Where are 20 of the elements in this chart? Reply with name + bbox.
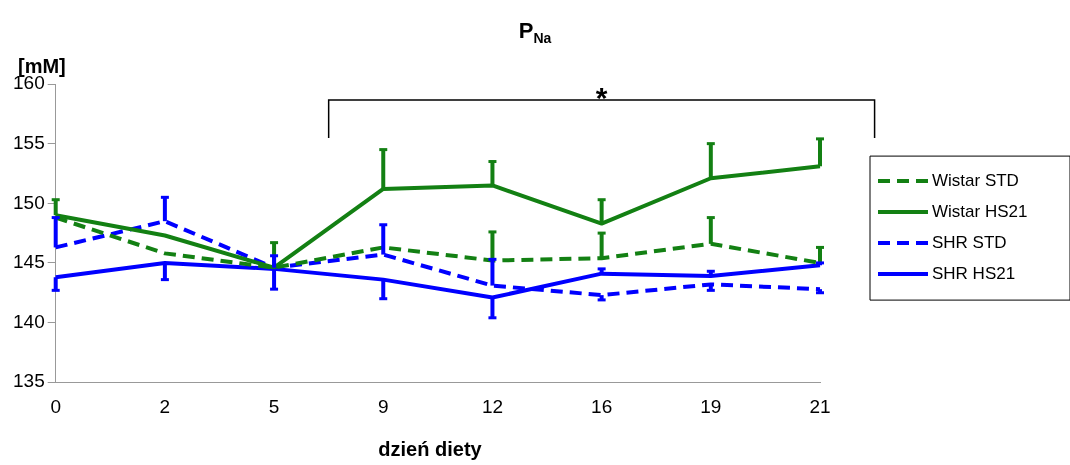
legend-label: Wistar STD [932, 170, 1019, 190]
annotation: * [595, 81, 608, 114]
legend-label: Wistar HS21 [932, 201, 1028, 221]
x-tick-label: 0 [50, 395, 61, 417]
x-tick-label: 5 [268, 395, 280, 417]
x-axis-title: dzień diety [377, 438, 483, 461]
x-tick-label: 19 [700, 395, 722, 417]
x-tick-label: 16 [591, 395, 613, 417]
chart-title: P$_{Na}$ [517, 18, 553, 47]
y-tick-label: 145 [13, 251, 45, 273]
y-tick-label: 150 [13, 191, 45, 213]
x-tick-label: 9 [377, 395, 389, 417]
y-tick-label: 155 [13, 131, 45, 153]
legend-label: SHR HS21 [932, 263, 1016, 283]
x-tick-label: 2 [159, 395, 171, 417]
x-tick-label: 12 [481, 395, 504, 417]
legend-label: SHR STD [932, 232, 1007, 252]
y-tick-label: 135 [13, 370, 45, 392]
x-tick-label: 21 [809, 395, 831, 417]
y-tick-label: 140 [13, 310, 45, 332]
